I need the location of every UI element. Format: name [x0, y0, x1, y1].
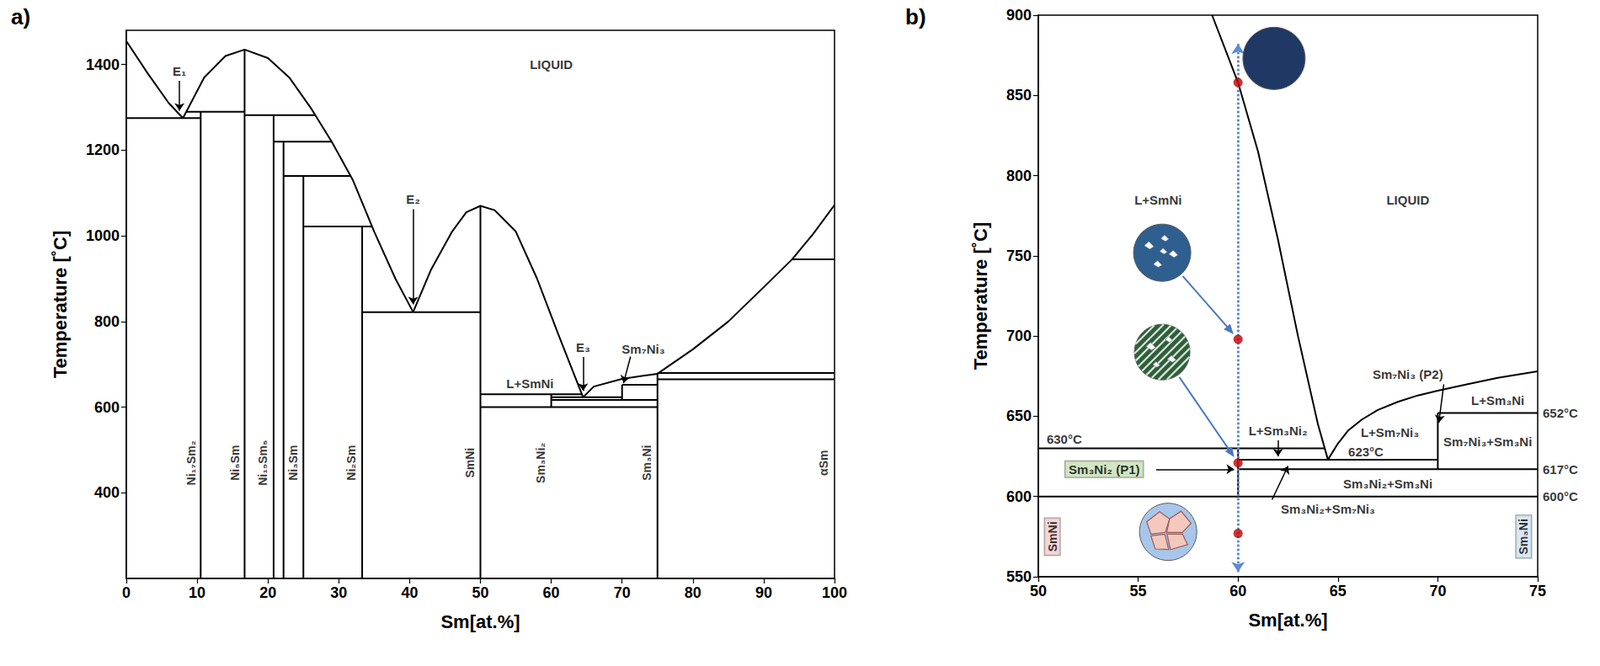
svg-text:623°C: 623°C [1348, 444, 1384, 459]
svg-text:Ni₁₇Sm₂: Ni₁₇Sm₂ [184, 440, 198, 486]
svg-text:80: 80 [684, 584, 702, 602]
svg-text:800: 800 [1006, 167, 1032, 185]
svg-text:Sm₇Ni₃: Sm₇Ni₃ [621, 341, 665, 357]
svg-text:L+SmNi: L+SmNi [506, 376, 554, 391]
svg-text:Ni₅Sm: Ni₅Sm [228, 445, 242, 481]
svg-text:Sm₃Ni₂ (P1): Sm₃Ni₂ (P1) [1068, 462, 1140, 477]
svg-text:700: 700 [1006, 327, 1032, 345]
svg-text:550: 550 [1006, 568, 1032, 586]
svg-text:SmNi: SmNi [463, 448, 477, 479]
svg-text:Ni₂Sm: Ni₂Sm [344, 445, 358, 481]
svg-text:1200: 1200 [85, 141, 120, 159]
svg-text:750: 750 [1006, 247, 1032, 265]
svg-text:E₃: E₃ [576, 340, 591, 355]
svg-text:E₂: E₂ [405, 192, 421, 207]
svg-text:Sm₃Ni₂: Sm₃Ni₂ [533, 442, 548, 483]
svg-text:Sm₃Ni: Sm₃Ni [1516, 518, 1531, 555]
svg-text:Sm[at.%]: Sm[at.%] [440, 611, 520, 633]
svg-text:L+SmNi: L+SmNi [1134, 192, 1182, 208]
svg-text:850: 850 [1006, 86, 1032, 104]
svg-text:Sm₃Ni₂+Sm₇Ni₃: Sm₃Ni₂+Sm₇Ni₃ [1280, 501, 1376, 517]
svg-text:20: 20 [259, 584, 277, 602]
svg-text:Sm₇Ni₃ (P2): Sm₇Ni₃ (P2) [1372, 367, 1444, 382]
svg-text:630°C: 630°C [1046, 432, 1083, 447]
svg-text:Sm[at.%]: Sm[at.%] [1248, 609, 1328, 631]
svg-text:55: 55 [1130, 582, 1147, 600]
svg-text:Ni₃Sm: Ni₃Sm [286, 445, 300, 481]
svg-text:70: 70 [613, 584, 631, 602]
svg-text:100: 100 [821, 584, 848, 602]
svg-text:40: 40 [400, 584, 418, 602]
svg-text:a): a) [10, 4, 31, 30]
svg-text:50: 50 [1029, 582, 1047, 600]
svg-text:400: 400 [94, 484, 120, 502]
svg-text:LIQUID: LIQUID [1386, 192, 1430, 208]
svg-text:Sm₃Ni: Sm₃Ni [640, 445, 654, 481]
svg-text:600°C: 600°C [1542, 489, 1579, 504]
svg-text:b): b) [905, 4, 927, 30]
svg-text:650: 650 [1006, 407, 1032, 425]
svg-text:Ni₁₉Sm₅: Ni₁₉Sm₅ [256, 440, 270, 486]
svg-text:90: 90 [755, 584, 773, 602]
svg-text:1000: 1000 [85, 227, 120, 245]
svg-text:900: 900 [1006, 6, 1032, 24]
svg-text:0: 0 [122, 584, 131, 602]
svg-text:LIQUID: LIQUID [529, 57, 573, 72]
svg-text:600: 600 [1006, 488, 1032, 506]
svg-text:E₁: E₁ [172, 64, 187, 79]
svg-text:600: 600 [94, 399, 120, 416]
svg-text:L+Sm₃Ni: L+Sm₃Ni [1471, 393, 1525, 408]
svg-text:50: 50 [471, 584, 489, 602]
svg-text:1400: 1400 [85, 56, 120, 74]
svg-text:Temperature [˚C]: Temperature [˚C] [970, 222, 992, 371]
svg-text:75: 75 [1529, 582, 1547, 600]
svg-text:800: 800 [94, 313, 120, 331]
svg-text:10: 10 [188, 584, 206, 602]
svg-text:60: 60 [1229, 582, 1247, 600]
svg-text:L+Sm₇Ni₃: L+Sm₇Ni₃ [1360, 425, 1419, 440]
svg-text:Sm₇Ni₃+Sm₃Ni: Sm₇Ni₃+Sm₃Ni [1443, 434, 1532, 449]
svg-text:αSm: αSm [816, 449, 831, 475]
svg-text:60: 60 [543, 584, 560, 602]
svg-text:Sm₃Ni₂+Sm₃Ni: Sm₃Ni₂+Sm₃Ni [1343, 476, 1433, 491]
svg-text:L+Sm₃Ni₂: L+Sm₃Ni₂ [1248, 423, 1308, 438]
svg-text:SmNi: SmNi [1045, 521, 1060, 552]
svg-text:70: 70 [1429, 582, 1446, 600]
svg-text:Temperature [˚C]: Temperature [˚C] [49, 230, 71, 379]
svg-text:652°C: 652°C [1542, 405, 1579, 421]
svg-text:30: 30 [330, 584, 347, 602]
svg-text:617°C: 617°C [1542, 462, 1579, 477]
svg-text:65: 65 [1329, 582, 1347, 600]
